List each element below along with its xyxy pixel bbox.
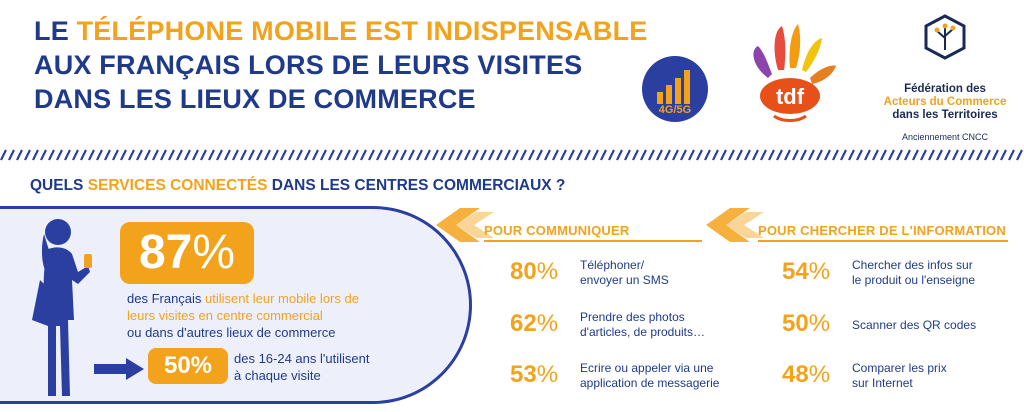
federation-hexagon-icon — [924, 14, 966, 60]
federation-logo: Fédération des Acteurs du Commerce dans … — [880, 14, 1010, 142]
section-question: QUELS SERVICES CONNECTÉS DANS LES CENTRE… — [30, 177, 565, 195]
information-number-2: 50 — [782, 310, 809, 337]
information-label-3-line1: Comparer les prix — [852, 361, 947, 375]
tdf-logo-text: tdf — [776, 84, 805, 109]
communiquer-label-1: Téléphoner/envoyer un SMS — [580, 258, 669, 288]
communiquer-number-2: 62 — [510, 310, 537, 337]
main-stat-text-start: des Français — [127, 291, 206, 306]
information-number-3: 48 — [782, 361, 809, 388]
federation-name-line3: dans les Territoires — [892, 109, 998, 121]
information-label-2-line1: Scanner des QR codes — [852, 318, 977, 332]
sub-stat-text-line1: des 16-24 ans l'utilisent — [234, 351, 370, 366]
chevron-left-icon-2 — [706, 208, 764, 242]
communiquer-label-1-line1: Téléphoner/ — [580, 258, 645, 272]
communiquer-number-3: 53 — [510, 361, 537, 388]
communiquer-value-3: 53% — [510, 361, 558, 389]
communiquer-unit-2: % — [536, 310, 559, 337]
information-unit-3: % — [808, 361, 831, 388]
main-stat-description: des Français utilisent leur mobile lors … — [127, 290, 377, 341]
information-label-3: Comparer les prix sur Internet — [852, 361, 947, 391]
communiquer-label-3-line2: application de messagerie — [580, 376, 720, 390]
question-start: QUELS — [30, 177, 88, 194]
communiquer-label-3: Ecrire ou appeler via une application de … — [580, 361, 719, 391]
main-stat-text-highlight: utilisent leur mobile lors de leurs visi… — [127, 291, 359, 323]
communiquer-label-3-line1: Ecrire ou appeler via une — [580, 361, 714, 375]
sub-stat-value: 50% — [148, 348, 228, 384]
information-label-1-line2: le produit ou l'enseigne — [852, 273, 976, 287]
communiquer-number-1: 80 — [510, 258, 537, 285]
information-value-1: 54% — [782, 258, 830, 286]
question-end: DANS LES CENTRES COMMERCIAUX ? — [267, 177, 566, 194]
main-stat-text-end: ou dans d'autres lieux de commerce — [127, 325, 336, 340]
arrow-right-icon — [94, 358, 144, 380]
title-line3: DANS LES LIEUX DE COMMERCE — [34, 84, 476, 114]
column-underline-information — [758, 240, 1008, 242]
information-label-3-line2: sur Internet — [852, 376, 913, 390]
tdf-logo: tdf — [753, 24, 836, 122]
communiquer-label-2: Prendre des photos d'articles, de produit… — [580, 310, 705, 340]
federation-name-line2: Acteurs du Commerce — [883, 96, 1007, 108]
title-line1-highlight: TÉLÉPHONE MOBILE EST INDISPENSABLE — [76, 16, 648, 46]
federation-name-line1: Fédération des — [904, 83, 986, 95]
page-title: LE TÉLÉPHONE MOBILE EST INDISPENSABLE AU… — [34, 14, 647, 116]
information-number-1: 54 — [782, 258, 809, 285]
communiquer-value-1: 80% — [510, 258, 558, 286]
column-underline-communiquer — [484, 240, 702, 242]
information-value-3: 48% — [782, 361, 830, 389]
sub-stat-text-line2: à chaque visite — [234, 368, 321, 383]
information-unit-1: % — [808, 258, 831, 285]
main-stat-value: 87% — [120, 222, 254, 284]
communiquer-value-2: 62% — [510, 310, 558, 338]
zigzag-divider — [0, 148, 1024, 162]
title-line1-start: LE — [34, 16, 77, 46]
sub-stat-description: des 16-24 ans l'utilisent à chaque visit… — [234, 350, 369, 384]
chevron-left-icon — [436, 208, 494, 242]
communiquer-unit-3: % — [536, 361, 559, 388]
main-stat-unit: % — [192, 226, 236, 279]
information-label-1: Chercher des infos sur le produit ou l'en… — [852, 258, 975, 288]
communiquer-label-2-line2: d'articles, de produits… — [580, 325, 706, 339]
information-label-2: Scanner des QR codes — [852, 318, 976, 333]
federation-formerly: Anciennement CNCC — [901, 132, 989, 142]
title-line2: AUX FRANÇAIS LORS DE LEURS VISITES — [34, 50, 583, 80]
communiquer-label-2-line1: Prendre des photos — [580, 310, 685, 324]
information-label-1-line1: Chercher des infos sur — [852, 258, 973, 272]
information-value-2: 50% — [782, 310, 830, 338]
signal-bars-icon — [657, 70, 690, 104]
column-heading-information: POUR CHERCHER DE L'INFORMATION — [758, 223, 1006, 238]
communiquer-label-1-line2: envoyer un SMS — [580, 273, 669, 287]
column-heading-communiquer: POUR COMMUNIQUER — [484, 223, 630, 238]
woman-silhouette-icon — [32, 219, 92, 396]
information-unit-2: % — [808, 310, 831, 337]
network-badge-label: 4G/5G — [658, 104, 692, 116]
question-highlight: SERVICES CONNECTÉS — [87, 177, 268, 194]
communiquer-unit-1: % — [536, 258, 559, 285]
main-stat-number: 87 — [138, 226, 193, 279]
network-badge: 4G/5G — [642, 56, 708, 122]
